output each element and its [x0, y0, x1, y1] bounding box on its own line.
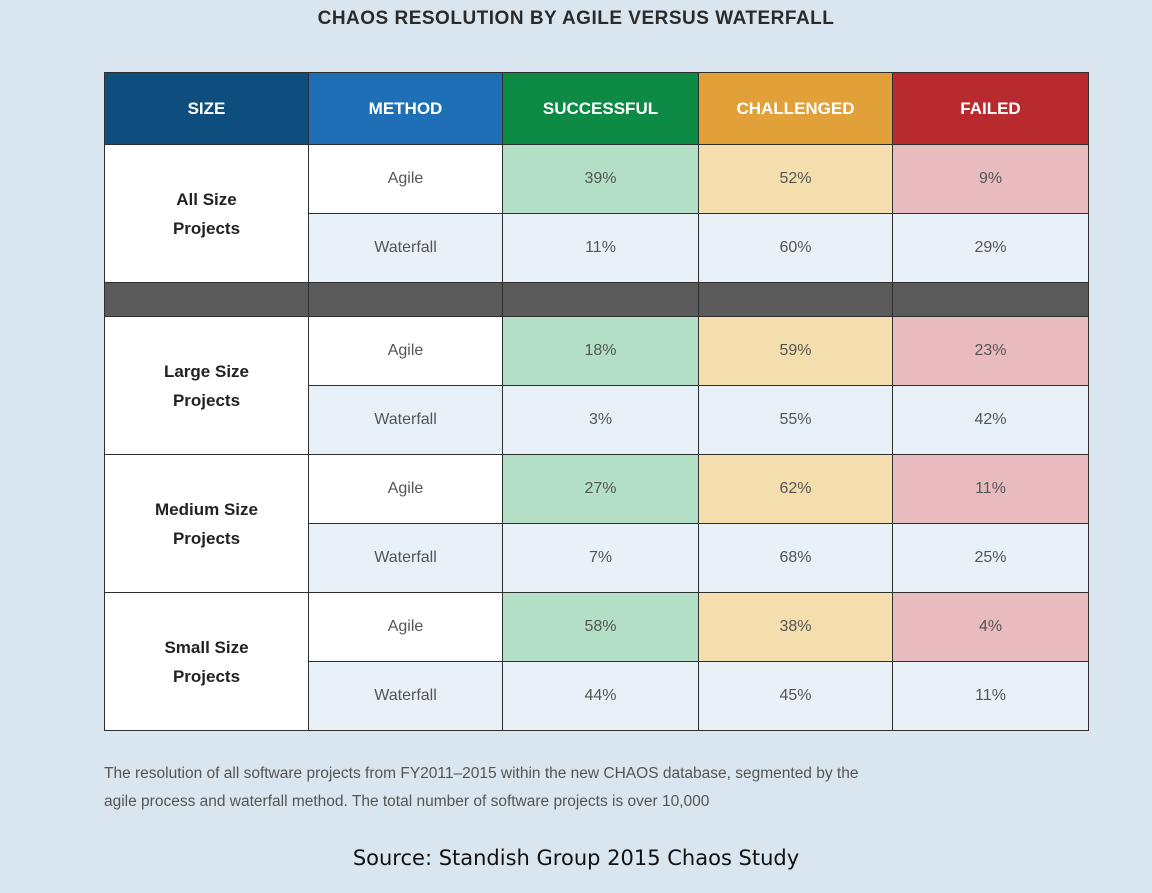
separator-cell	[892, 282, 1089, 317]
successful-cell: 58%	[502, 592, 699, 662]
successful-cell: 44%	[502, 661, 699, 731]
source-note: Source: Standish Group 2015 Chaos Study	[352, 846, 800, 870]
successful-cell: 7%	[502, 523, 699, 593]
table-row: Medium Size Projects Agile 27% 62% 11%	[104, 454, 1089, 593]
separator-cell	[698, 282, 893, 317]
challenged-cell: 62%	[698, 454, 893, 524]
failed-cell: 4%	[892, 592, 1089, 662]
table-row: Waterfall 44% 45% 11%	[105, 661, 1089, 731]
separator-row	[104, 282, 1089, 317]
successful-cell: 3%	[502, 385, 699, 455]
challenged-cell: 59%	[698, 316, 893, 386]
method-cell: Agile	[308, 592, 503, 662]
successful-cell: 18%	[502, 316, 699, 386]
size-cell-medium: Medium Size Projects	[104, 454, 309, 593]
failed-cell: 29%	[892, 213, 1089, 283]
table-row: Waterfall 3% 55% 42%	[105, 385, 1089, 455]
header-method: METHOD	[308, 72, 503, 145]
failed-cell: 11%	[892, 661, 1089, 731]
table-row: Waterfall 11% 60% 29%	[105, 213, 1089, 283]
size-label-line1: Large Size	[163, 361, 250, 381]
size-cell-large: Large Size Projects	[104, 316, 309, 455]
method-cell: Agile	[308, 454, 503, 524]
challenged-cell: 45%	[698, 661, 893, 731]
header-successful: SUCCESSFUL	[502, 72, 699, 145]
separator-cell	[104, 282, 309, 317]
failed-cell: 9%	[892, 144, 1089, 214]
size-label-line1: All Size	[176, 189, 237, 209]
method-cell: Waterfall	[308, 213, 503, 283]
successful-cell: 11%	[502, 213, 699, 283]
size-label-line2: Projects	[172, 218, 241, 238]
method-cell: Waterfall	[308, 385, 503, 455]
failed-cell: 42%	[892, 385, 1089, 455]
challenged-cell: 68%	[698, 523, 893, 593]
table-caption: The resolution of all software projects …	[104, 760, 1094, 816]
failed-cell: 23%	[892, 316, 1089, 386]
table-row: Small Size Projects Agile 58% 38% 4%	[104, 592, 1089, 731]
size-label-line2: Projects	[172, 666, 241, 686]
separator-cell	[502, 282, 699, 317]
caption-line2: agile process and waterfall method. The …	[104, 793, 710, 810]
size-cell-small: Small Size Projects	[104, 592, 309, 731]
size-cell-all: All Size Projects	[104, 144, 309, 283]
challenged-cell: 52%	[698, 144, 893, 214]
size-label-line2: Projects	[172, 390, 241, 410]
table-row: Large Size Projects Agile 18% 59% 23%	[104, 316, 1089, 455]
failed-cell: 11%	[892, 454, 1089, 524]
table-title: CHAOS RESOLUTION BY AGILE VERSUS WATERFA…	[317, 8, 835, 29]
separator-cell	[308, 282, 503, 317]
size-label-line1: Medium Size	[155, 499, 258, 519]
successful-cell: 27%	[502, 454, 699, 524]
challenged-cell: 60%	[698, 213, 893, 283]
header-row: SIZE METHOD SUCCESSFUL CHALLENGED FAILED	[104, 72, 1089, 145]
failed-cell: 25%	[892, 523, 1089, 593]
method-cell: Agile	[308, 144, 503, 214]
header-failed: FAILED	[892, 72, 1089, 145]
challenged-cell: 55%	[698, 385, 893, 455]
size-label-line2: Projects	[172, 528, 241, 548]
table-row: Waterfall 7% 68% 25%	[105, 523, 1089, 593]
caption-line1: The resolution of all software projects …	[104, 765, 859, 782]
successful-cell: 39%	[502, 144, 699, 214]
challenged-cell: 38%	[698, 592, 893, 662]
method-cell: Waterfall	[308, 523, 503, 593]
header-challenged: CHALLENGED	[698, 72, 893, 145]
method-cell: Agile	[308, 316, 503, 386]
chaos-resolution-table: SIZE METHOD SUCCESSFUL CHALLENGED FAILED…	[104, 72, 1089, 731]
size-label-line1: Small Size	[164, 637, 249, 657]
table-row: All Size Projects Agile 39% 52% 9%	[104, 144, 1089, 283]
method-cell: Waterfall	[308, 661, 503, 731]
header-size: SIZE	[104, 72, 309, 145]
